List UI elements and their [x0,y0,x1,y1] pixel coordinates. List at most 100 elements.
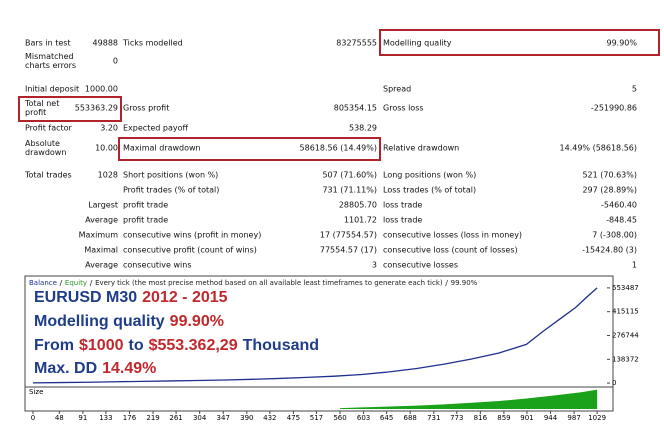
metric-label: Short positions (won %) [123,170,219,180]
metric-label: Relative drawdown [383,143,460,153]
metric-label: Modelling quality [383,38,452,48]
x-tick-label: 304 [193,414,207,422]
x-tick-label: 987 [567,414,580,422]
row-label: Total net profit [25,99,60,117]
annotation-text: 99.90% [169,313,224,330]
metric-value: -848.45 [606,215,637,225]
metric-value: 5 [631,84,637,94]
metric-label: profit trade [123,200,169,210]
metric-label: Ticks modelled [123,38,183,48]
x-tick-label: 176 [123,414,137,422]
legend-quality: 99.90% [451,279,478,287]
row-label: Profit factor [25,123,72,133]
row-value: Maximal [84,245,118,255]
metric-label: consecutive losses [383,260,459,270]
metric-label: consecutive profit (count of wins) [123,245,257,255]
row-value: 3.20 [100,123,118,133]
metric-label: Maximal drawdown [123,143,201,153]
annotation-text: Max. DD [34,360,98,377]
x-tick-label: 816 [474,414,488,422]
metric-label: Gross profit [123,103,170,113]
metric-value: 83275555 [336,38,377,48]
metric-label: profit trade [123,215,169,225]
x-tick-label: 859 [497,414,510,422]
x-tick-label: 261 [169,414,182,422]
metric-value: -15424.80 (3) [582,245,637,255]
y-tick-label: 415115 [612,308,639,316]
x-tick-label: 0 [31,414,35,422]
metric-value: 1101.72 [343,215,377,225]
highlight-box [18,96,122,122]
row-value: 49888 [92,38,118,48]
annotation: From $1000 to $553.362,29 Thousand [34,337,324,355]
x-tick-label: 432 [263,414,276,422]
legend-balance: Balance [29,279,57,287]
metric-value: 28805.70 [338,200,377,210]
x-tick-label: 1029 [588,414,606,422]
row-value: 1028 [97,170,118,180]
metric-label: Gross loss [383,103,424,113]
annotation-text: Modelling quality [34,313,165,330]
metric-label: Loss trades (% of total) [383,185,477,195]
annotation: EURUSD M30 2012 - 2015 [34,289,233,307]
legend-method: Every tick (the most precise method base… [95,279,443,287]
x-tick-label: 901 [520,414,533,422]
metric-value: 521 (70.63%) [582,170,637,180]
annotation-text: Thousand [242,337,320,354]
metric-value: 7 (-308.00) [592,230,637,240]
y-tick-label: 0 [612,379,616,387]
x-tick-label: 560 [333,414,346,422]
metric-value: 77554.57 (17) [319,245,377,255]
x-tick-label: 731 [427,414,440,422]
metric-label: loss trade [383,215,423,225]
metric-value: 14.49% (58618.56) [559,143,637,153]
metric-value: -5460.40 [601,200,637,210]
metric-value: 58618.56 (14.49%) [299,143,377,153]
metric-label: consecutive wins [123,260,192,270]
metric-value: 3 [371,260,377,270]
x-tick-label: 645 [380,414,393,422]
annotation-text: $1000 [79,337,124,354]
row-label: Total trades [25,170,72,180]
annotation-text: to [128,337,144,354]
metric-label: Expected payoff [123,123,188,133]
metric-label: consecutive losses (loss in money) [383,230,523,240]
metric-value: 805354.15 [333,103,377,113]
metric-label: loss trade [383,200,423,210]
x-tick-label: 603 [357,414,370,422]
metric-value: 297 (28.89%) [582,185,637,195]
row-value: Maximum [78,230,118,240]
annotation-text: 2012 - 2015 [142,289,228,306]
y-tick-label: 553487 [612,284,639,292]
row-value: 10.00 [95,143,118,153]
chart-frame [24,275,614,412]
row-value: Largest [88,200,118,210]
size-label: Size [29,388,43,396]
row-value: 553363.29 [74,103,118,113]
metric-value: 538.29 [349,123,377,133]
row-value: Average [85,215,118,225]
x-tick-label: 133 [99,414,112,422]
metric-value: 507 (71.60%) [322,170,377,180]
y-tick-label: 276744 [612,331,639,339]
row-value: 0 [112,56,118,66]
annotation-text: 14.49% [102,360,157,377]
metric-label: consecutive loss (count of losses) [383,245,518,255]
annotation: Max. DD 14.49% [34,360,161,378]
balance-line [32,287,598,384]
metric-value: 17 (77554.57) [319,230,377,240]
annotation-text: From [34,337,74,354]
x-tick-label: 773 [450,414,463,422]
x-tick-label: 347 [217,414,230,422]
x-tick-label: 944 [544,414,558,422]
row-label: Bars in test [25,38,71,48]
metric-label: Spread [383,84,412,94]
row-value: 1000.00 [84,84,118,94]
legend-separator [89,279,93,287]
metric-value: -251990.86 [590,103,637,113]
x-tick-label: 390 [240,414,253,422]
x-tick-label: 475 [287,414,300,422]
x-tick-label: 91 [78,414,87,422]
row-label: Absolute drawdown [25,139,67,157]
